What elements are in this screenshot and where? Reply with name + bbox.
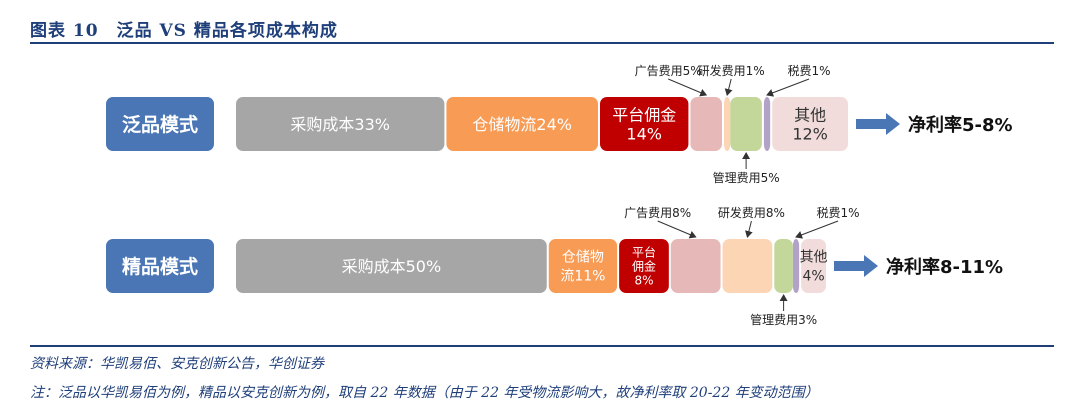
callout-label: 研发费用8% xyxy=(718,205,785,220)
callout-label: 研发费用1% xyxy=(698,63,765,78)
segment-bar xyxy=(236,239,547,293)
callout-label: 税费1% xyxy=(788,64,831,78)
segment-label: 平台佣金 xyxy=(612,105,676,124)
net-margin-label: 净利率8-11% xyxy=(886,256,1003,278)
callout-label: 广告费用5% xyxy=(635,64,702,78)
segment-label: 其他 xyxy=(794,105,826,124)
model-box xyxy=(106,239,214,293)
result-arrow xyxy=(856,113,900,135)
footnote: 注：泛品以华凯易佰为例，精品以安克创新为例，取自 22 年数据（由于 22 年受… xyxy=(30,385,819,401)
segment-label: 8% xyxy=(634,273,653,287)
segment-bar xyxy=(774,239,793,293)
model-box xyxy=(106,97,214,151)
figure-title: 图表 10 泛品 VS 精品各项成本构成 xyxy=(30,21,338,41)
segment-label: 采购成本33% xyxy=(290,115,390,134)
segment-bar xyxy=(670,239,721,293)
segment-bar xyxy=(600,97,689,151)
segment-bar xyxy=(722,239,773,293)
segment-label: 采购成本50% xyxy=(342,257,442,276)
result-arrow xyxy=(834,255,878,277)
callout-label: 广告费用8% xyxy=(624,206,691,220)
segment-bar xyxy=(801,239,826,293)
segment-label: 4% xyxy=(802,269,824,285)
segment-bar xyxy=(792,239,800,293)
model-label: 泛品模式 xyxy=(122,113,198,136)
callout-label: 管理费用3% xyxy=(750,312,817,327)
segment-label: 流11% xyxy=(560,269,605,285)
segment-label: 平台 xyxy=(632,244,656,259)
callout-arrow xyxy=(766,78,810,97)
segment-label: 仓储物 xyxy=(562,250,604,266)
segment-bar xyxy=(772,97,848,151)
footer-rule xyxy=(30,345,1054,347)
segment-bar xyxy=(763,97,771,151)
callout-arrow xyxy=(795,220,839,239)
callout-arrow xyxy=(657,220,697,239)
segment-label: 12% xyxy=(792,124,828,143)
title-rule xyxy=(30,42,1054,44)
segment-bar xyxy=(730,97,762,151)
model-label: 精品模式 xyxy=(122,255,198,278)
callout-arrow xyxy=(744,220,753,238)
segment-bar xyxy=(446,97,598,151)
segment-label: 仓储物流24% xyxy=(472,115,572,134)
callout-label: 管理费用5% xyxy=(713,170,780,185)
segment-label: 14% xyxy=(626,124,662,143)
callout-label: 税费1% xyxy=(817,206,860,220)
segment-bar xyxy=(619,239,669,293)
net-margin-label: 净利率5-8% xyxy=(908,114,1013,136)
segment-bar xyxy=(690,97,722,151)
source-note: 资料来源：华凯易佰、安克创新公告，华创证券 xyxy=(30,356,324,372)
segment-bar xyxy=(548,239,618,293)
callout-arrow xyxy=(724,78,733,96)
segment-label: 其他 xyxy=(800,250,828,266)
callout-arrow xyxy=(668,78,708,97)
segment-bar xyxy=(724,97,731,151)
segment-label: 佣金 xyxy=(632,258,656,273)
segment-bar xyxy=(236,97,445,151)
